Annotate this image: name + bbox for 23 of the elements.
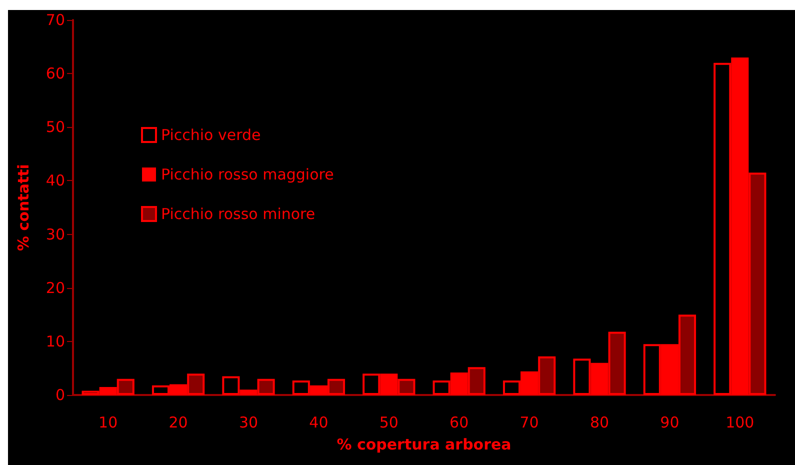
y-tick-label: 40	[46, 172, 65, 190]
x-tick-label: 80	[590, 414, 610, 432]
y-tick-label: 20	[46, 278, 65, 297]
x-tick-label: 90	[660, 414, 680, 432]
x-tick-label: 50	[379, 414, 398, 432]
x-tick-label: 40	[309, 414, 328, 432]
y-tick-label: 30	[46, 225, 65, 244]
y-axis-title: % contatti	[14, 164, 32, 251]
y-tick-label: 50	[46, 118, 65, 136]
x-tick-label: 70	[520, 414, 539, 432]
y-tick-label: 0	[55, 386, 65, 404]
y-tick-label: 70	[46, 11, 65, 29]
x-axis-title: % copertura arborea	[336, 436, 512, 454]
x-tick-label: 30	[238, 414, 258, 432]
x-tick-label: 20	[168, 414, 188, 432]
legend-label: Picchio verde	[161, 126, 261, 144]
y-tick-label: 10	[46, 332, 65, 350]
x-tick-label: 10	[98, 414, 118, 432]
legend-label: Picchio rosso maggiore	[161, 166, 334, 184]
x-tick-label: 100	[726, 414, 754, 432]
x-tick-label: 60	[450, 414, 469, 432]
legend-label: Picchio rosso minore	[161, 205, 316, 223]
y-tick-label: 60	[46, 64, 65, 83]
